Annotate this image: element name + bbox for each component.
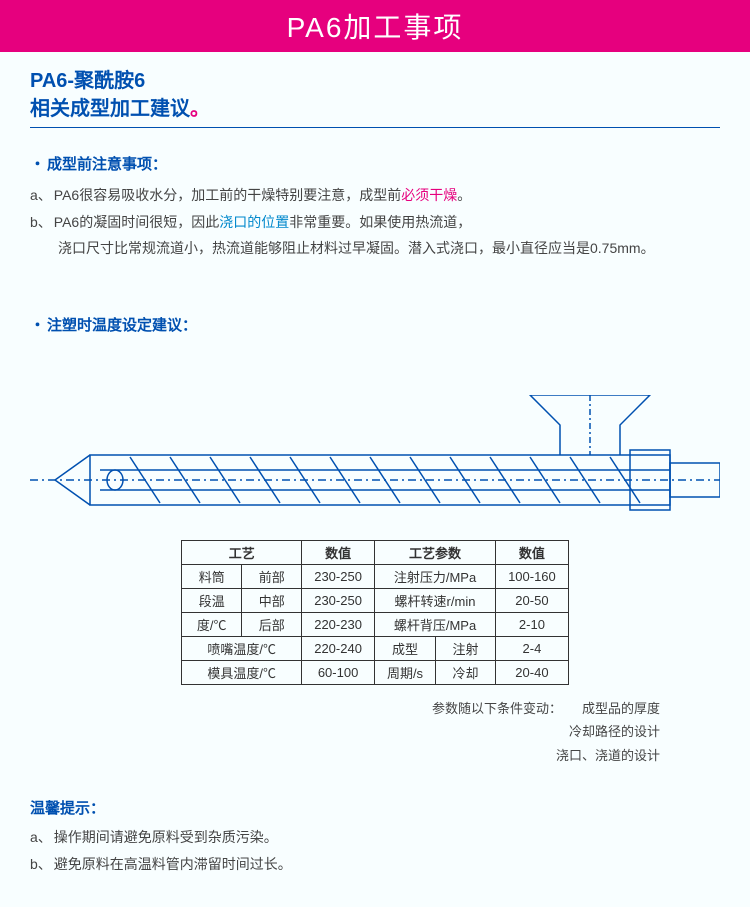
cell: 中部 [242, 588, 302, 612]
tips-a-text: 操作期间请避免原料受到杂质污染。 [54, 829, 278, 845]
tips-heading: 温馨提示： [30, 797, 720, 818]
sec1-b-label: b、 [30, 214, 52, 230]
cell: 220-240 [302, 636, 375, 660]
cell: 喷嘴温度/℃ [182, 636, 302, 660]
notes-block: 参数随以下条件变动： 成型品的厚度 冷却路径的设计 浇口、浇道的设计 [30, 697, 660, 767]
tips-b-text: 避免原料在高温料管内滞留时间过长。 [54, 856, 292, 872]
table-row: 喷嘴温度/℃ 220-240 成型 注射 2-4 [182, 636, 569, 660]
cell: 230-250 [302, 588, 375, 612]
cell: 周期/s [374, 660, 435, 684]
notes-item-3: 浇口、浇道的设计 [30, 744, 660, 767]
cell: 料筒 [182, 564, 242, 588]
th-value2: 数值 [496, 540, 569, 564]
parameter-table-wrap: 工艺 数值 工艺参数 数值 料筒 前部 230-250 注射压力/MPa 100… [30, 540, 720, 685]
sec1-a-text2: 。 [457, 187, 471, 203]
sec1-b-text2: 非常重要。如果使用热流道， [289, 214, 471, 230]
title-period: 。 [190, 98, 210, 120]
cell: 后部 [242, 612, 302, 636]
cell: 前部 [242, 564, 302, 588]
title-block: PA6-聚酰胺6 相关成型加工建议。 [30, 67, 720, 128]
sec1-b-highlight: 浇口的位置 [219, 214, 289, 230]
cell: 注射压力/MPa [374, 564, 495, 588]
cell: 20-40 [496, 660, 569, 684]
sec1-line-a: a、PA6很容易吸收水分，加工前的干燥特别要注意，成型前必须干燥。 [30, 182, 720, 209]
th-process: 工艺 [182, 540, 302, 564]
title-text-2: 相关成型加工建议 [30, 98, 190, 120]
cell: 螺杆背压/MPa [374, 612, 495, 636]
sec1-a-text1: PA6很容易吸收水分，加工前的干燥特别要注意，成型前 [54, 187, 401, 203]
title-line-2: 相关成型加工建议。 [30, 95, 720, 123]
content-area: PA6-聚酰胺6 相关成型加工建议。 成型前注意事项： a、PA6很容易吸收水分… [0, 52, 750, 907]
sec1-a-label: a、 [30, 187, 52, 203]
cell: 冷却 [436, 660, 496, 684]
page-banner: PA6加工事项 [0, 0, 750, 52]
cell: 100-160 [496, 564, 569, 588]
notes-item-2: 冷却路径的设计 [30, 720, 660, 743]
section2-heading: 注塑时温度设定建议： [30, 314, 720, 335]
cell: 60-100 [302, 660, 375, 684]
sec1-a-highlight: 必须干燥 [401, 187, 457, 203]
notes-row-1: 参数随以下条件变动： 成型品的厚度 [30, 697, 660, 720]
cell: 模具温度/℃ [182, 660, 302, 684]
table-row: 段温 中部 230-250 螺杆转速r/min 20-50 [182, 588, 569, 612]
extruder-svg [30, 395, 720, 525]
title-underline [30, 127, 720, 128]
cell: 230-250 [302, 564, 375, 588]
cell: 220-230 [302, 612, 375, 636]
th-param: 工艺参数 [374, 540, 495, 564]
parameter-table: 工艺 数值 工艺参数 数值 料筒 前部 230-250 注射压力/MPa 100… [181, 540, 569, 685]
cell: 注射 [436, 636, 496, 660]
notes-prefix: 参数随以下条件变动： [432, 697, 562, 720]
cell: 成型 [374, 636, 435, 660]
table-header-row: 工艺 数值 工艺参数 数值 [182, 540, 569, 564]
th-value: 数值 [302, 540, 375, 564]
tips-a-label: a、 [30, 829, 52, 845]
cell: 度/℃ [182, 612, 242, 636]
cell: 2-4 [496, 636, 569, 660]
notes-item-1: 成型品的厚度 [582, 697, 660, 720]
sec1-b-text1: PA6的凝固时间很短，因此 [54, 214, 219, 230]
table-row: 模具温度/℃ 60-100 周期/s 冷却 20-40 [182, 660, 569, 684]
extruder-diagram [30, 395, 720, 525]
table-row: 度/℃ 后部 220-230 螺杆背压/MPa 2-10 [182, 612, 569, 636]
cell: 2-10 [496, 612, 569, 636]
sec1-line-b2: 浇口尺寸比常规流道小，热流道能够阻止材料过早凝固。潜入式浇口，最小直径应当是0.… [30, 235, 720, 262]
title-line-1: PA6-聚酰胺6 [30, 67, 720, 95]
tips-line-a: a、操作期间请避免原料受到杂质污染。 [30, 824, 720, 851]
table-row: 料筒 前部 230-250 注射压力/MPa 100-160 [182, 564, 569, 588]
section1-heading: 成型前注意事项： [30, 153, 720, 174]
cell: 段温 [182, 588, 242, 612]
tips-b-label: b、 [30, 856, 52, 872]
tips-line-b: b、避免原料在高温料管内滞留时间过长。 [30, 851, 720, 878]
sec1-line-b: b、PA6的凝固时间很短，因此浇口的位置非常重要。如果使用热流道， [30, 209, 720, 236]
cell: 螺杆转速r/min [374, 588, 495, 612]
cell: 20-50 [496, 588, 569, 612]
